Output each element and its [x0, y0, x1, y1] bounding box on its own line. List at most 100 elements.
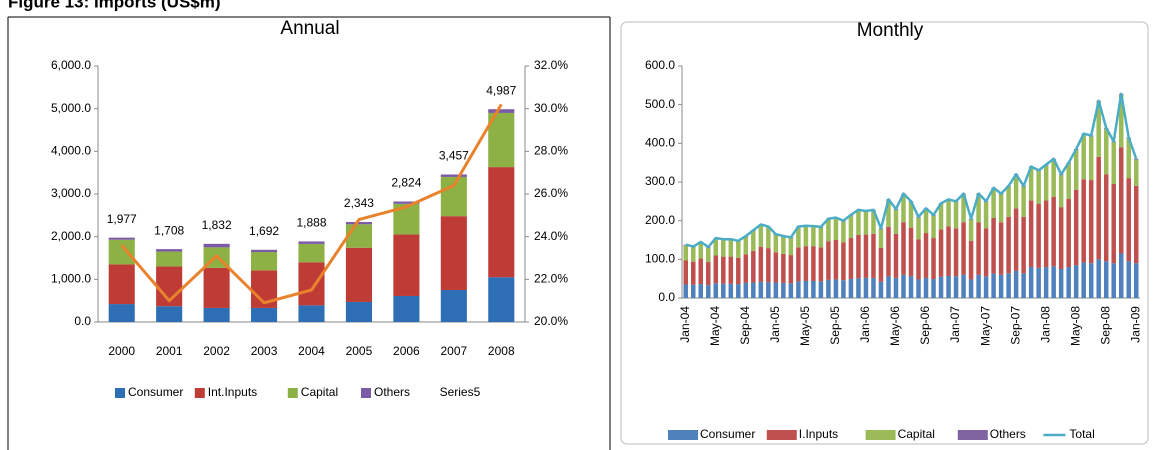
bar: [108, 239, 135, 265]
bar: [848, 238, 854, 280]
bar: [1118, 147, 1124, 254]
bar: [743, 254, 749, 283]
bar: [1126, 178, 1131, 262]
bar: [803, 246, 809, 281]
legend-label: Capital: [898, 427, 935, 441]
bar: [683, 260, 689, 285]
bar: [706, 285, 711, 298]
chart-title: Monthly: [857, 20, 924, 41]
bar: [893, 209, 899, 234]
data-label: 1,832: [202, 218, 232, 232]
bar: [946, 275, 951, 298]
bar: [251, 249, 278, 253]
legend-label: Int.Inputs: [208, 385, 257, 399]
bar: [863, 234, 869, 278]
legend-swatch: [957, 430, 988, 440]
bar: [833, 218, 839, 240]
data-label: 1,708: [154, 223, 184, 237]
bar: [1051, 266, 1056, 298]
bar: [766, 282, 771, 298]
bar: [953, 276, 959, 298]
legend-label: Total: [1069, 427, 1094, 441]
bar: [1013, 270, 1019, 298]
bar: [976, 194, 981, 223]
bar: [1118, 253, 1124, 298]
bar: [736, 257, 741, 285]
bar: [968, 279, 974, 298]
bar: [751, 231, 756, 251]
x-tick-label: Jan-04: [678, 306, 692, 343]
bar: [923, 277, 929, 298]
bar: [998, 274, 1004, 298]
bar: [1051, 159, 1056, 197]
x-tick-label: Jan-08: [1038, 306, 1052, 343]
bar: [1006, 186, 1011, 217]
x-tick-label: May-05: [798, 306, 812, 346]
legend-label: I.Inputs: [799, 427, 838, 441]
bar: [908, 227, 914, 277]
bar: [1126, 138, 1131, 179]
bar: [841, 280, 846, 298]
bar: [156, 306, 183, 322]
bar: [1058, 175, 1064, 208]
bar: [818, 247, 824, 282]
legend-swatch: [361, 388, 371, 398]
bar: [901, 274, 906, 298]
bar: [488, 277, 515, 322]
bar: [736, 284, 741, 298]
x-tick-label: Sep-07: [1008, 306, 1022, 345]
bar: [916, 217, 921, 240]
bar: [983, 202, 989, 229]
bar: [848, 279, 854, 298]
y2-tick-label: 22.0%: [534, 272, 568, 286]
bar: [788, 255, 794, 284]
y2-tick-label: 26.0%: [534, 186, 568, 200]
x-tick-label: 2003: [251, 344, 278, 358]
x-tick-label: Jan-09: [1128, 306, 1142, 343]
bar: [773, 252, 779, 283]
bar: [1043, 267, 1049, 298]
bar: [1081, 134, 1086, 180]
bar: [691, 261, 696, 285]
y-tick-label: 400.0: [645, 136, 675, 150]
bar: [758, 225, 764, 247]
y-tick-label: 4,000.0: [51, 144, 91, 158]
bar: [706, 247, 711, 263]
x-tick-label: 2007: [440, 344, 467, 358]
bar: [953, 228, 959, 277]
bar: [923, 209, 929, 234]
bar: [991, 217, 996, 274]
y2-tick-label: 28.0%: [534, 144, 568, 158]
bar: [345, 301, 372, 322]
bar: [1073, 149, 1079, 190]
bar: [743, 236, 749, 255]
bar: [728, 283, 734, 298]
bar: [203, 267, 230, 308]
bar: [743, 282, 749, 298]
bar: [811, 246, 816, 281]
bar: [1103, 174, 1109, 262]
bar: [931, 279, 936, 298]
bar: [1133, 263, 1139, 298]
x-tick-label: 2001: [156, 344, 183, 358]
bar: [863, 211, 869, 235]
bar: [961, 194, 966, 223]
legend-label: Capital: [301, 385, 338, 399]
x-tick-label: May-07: [978, 306, 992, 346]
bar: [440, 216, 467, 290]
bar: [713, 283, 719, 298]
bar: [1066, 267, 1071, 298]
y2-tick-label: 24.0%: [534, 229, 568, 243]
bar: [938, 276, 944, 298]
bar: [251, 307, 278, 322]
bar: [1028, 167, 1034, 201]
legend-label: Others: [990, 427, 1026, 441]
bar: [983, 228, 989, 277]
y-tick-label: 300.0: [645, 174, 675, 188]
bar: [1028, 267, 1034, 298]
bar: [156, 251, 183, 267]
bar: [108, 237, 135, 240]
bar: [841, 221, 846, 243]
bar: [1073, 265, 1079, 298]
bar: [721, 256, 726, 284]
